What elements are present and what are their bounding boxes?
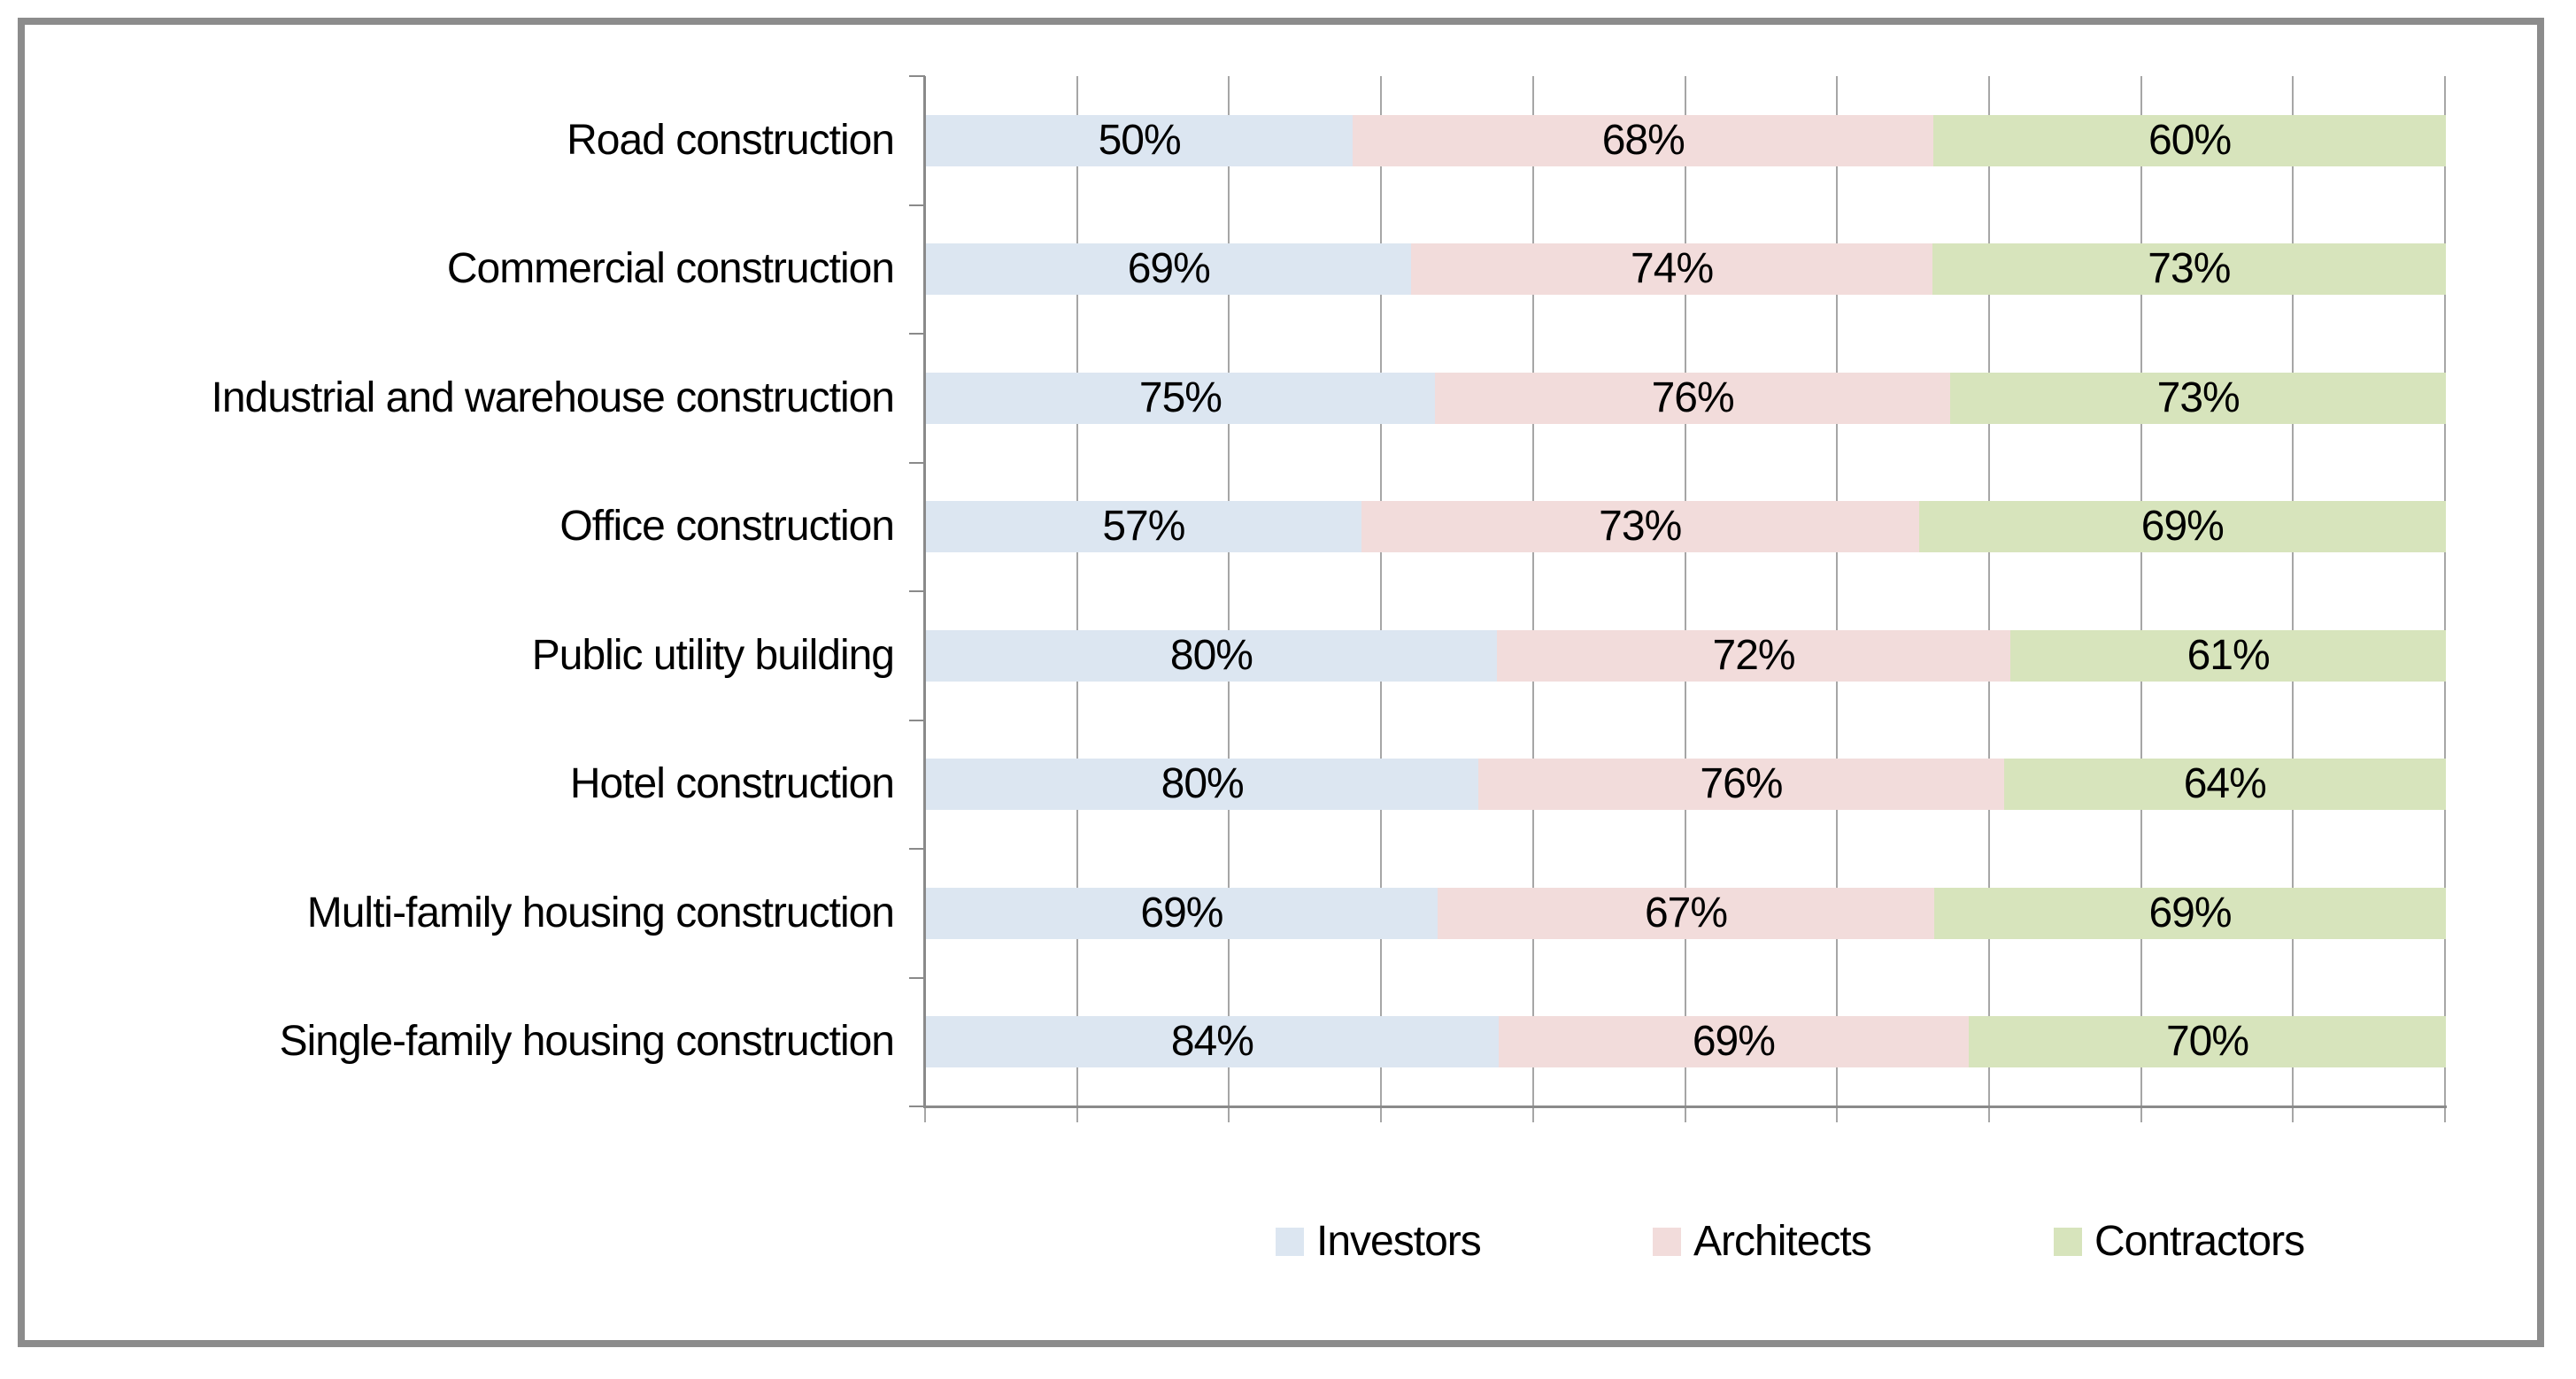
legend-swatch-architects <box>1653 1228 1681 1256</box>
bar-value-label: 76% <box>1651 374 1735 421</box>
bar-value-label: 57% <box>1102 503 1185 551</box>
bar-row: 69% 67% 69% <box>926 887 2446 939</box>
y-axis-tick <box>909 461 925 464</box>
bar-row: 57% 73% 69% <box>926 501 2446 553</box>
gridline <box>1380 76 1383 1122</box>
gridline <box>2292 76 2294 1122</box>
y-axis-tick <box>909 204 925 206</box>
bar-segment-contractors: 73% <box>1932 243 2446 296</box>
gridline <box>2140 76 2142 1122</box>
bar-segment-architects: 67% <box>1437 887 1935 939</box>
bar-segment-architects: 74% <box>1411 243 1932 296</box>
gridline <box>1684 76 1686 1122</box>
legend-label-architects: Architects <box>1693 1218 1872 1265</box>
bar-row: 84% 69% 70% <box>926 1016 2446 1068</box>
bar-segment-architects: 76% <box>1434 372 1951 424</box>
gridline <box>1531 76 1534 1122</box>
chart-border <box>18 18 2544 1347</box>
y-axis-tick <box>909 590 925 592</box>
bar-row: 80% 72% 61% <box>926 629 2446 682</box>
legend-label-contractors: Contractors <box>2094 1218 2305 1265</box>
category-label: Multi-family housing construction <box>306 889 895 936</box>
bar-value-label: 67% <box>1644 889 1728 936</box>
bar-value-label: 76% <box>1700 760 1783 808</box>
bar-segment-investors: 80% <box>926 759 1479 811</box>
gridline <box>1228 76 1230 1122</box>
category-label: Commercial construction <box>446 245 895 293</box>
bar-value-label: 74% <box>1631 245 1714 293</box>
bar-value-label: 50% <box>1098 116 1182 164</box>
bar-value-label: 75% <box>1138 374 1222 421</box>
bar-segment-architects: 69% <box>1498 1016 1970 1068</box>
category-label: Office construction <box>559 503 895 551</box>
y-axis-tick <box>909 976 925 979</box>
bar-segment-contractors: 69% <box>1918 501 2446 553</box>
bar-value-label: 80% <box>1161 760 1245 808</box>
gridline <box>1836 76 1839 1122</box>
bar-value-label: 80% <box>1169 631 1253 679</box>
bar-value-label: 69% <box>2148 889 2232 936</box>
bar-segment-contractors: 64% <box>2003 759 2446 811</box>
bar-value-label: 72% <box>1712 631 1796 679</box>
legend-swatch-investors <box>1276 1228 1304 1256</box>
legend-swatch-contractors <box>2054 1228 2082 1256</box>
bar-value-label: 69% <box>1692 1018 1776 1066</box>
bar-value-label: 73% <box>2156 374 2241 421</box>
category-label: Industrial and warehouse construction <box>211 374 895 421</box>
y-axis-tick <box>909 75 925 77</box>
bar-row: 50% 68% 60% <box>926 114 2446 166</box>
bar-segment-contractors: 61% <box>2010 629 2446 682</box>
bar-segment-contractors: 60% <box>1933 114 2446 166</box>
bar-value-label: 73% <box>2148 245 2231 293</box>
bar-row: 80% 76% 64% <box>926 759 2446 811</box>
bar-segment-contractors: 73% <box>1950 372 2446 424</box>
y-axis-tick <box>909 719 925 721</box>
y-axis-tick <box>909 848 925 850</box>
bar-value-label: 64% <box>2183 760 2267 808</box>
bar-value-label: 68% <box>1601 116 1685 164</box>
gridline <box>1987 76 1990 1122</box>
gridline <box>2444 76 2446 1122</box>
bar-row: 75% 76% 73% <box>926 372 2446 424</box>
gridline <box>1076 76 1078 1122</box>
y-axis-tick <box>909 1106 925 1107</box>
bar-segment-architects: 73% <box>1361 501 1919 553</box>
bar-value-label: 84% <box>1170 1018 1254 1066</box>
bar-value-label: 73% <box>1599 503 1682 551</box>
bar-segment-investors: 69% <box>926 887 1438 939</box>
x-axis-line <box>923 1106 2447 1108</box>
bar-segment-investors: 57% <box>926 501 1361 553</box>
y-axis-tick <box>909 333 925 335</box>
category-label: Single-family housing construction <box>279 1018 895 1066</box>
bar-value-label: 69% <box>2140 503 2225 551</box>
category-label: Road construction <box>567 116 895 164</box>
bar-segment-investors: 50% <box>926 114 1354 166</box>
bar-segment-investors: 84% <box>926 1016 1499 1068</box>
category-label: Public utility building <box>531 631 895 679</box>
bar-value-label: 60% <box>2148 116 2232 164</box>
bar-value-label: 70% <box>2165 1018 2249 1066</box>
bar-value-label: 69% <box>1127 245 1211 293</box>
bar-segment-architects: 76% <box>1478 759 2004 811</box>
bar-value-label: 61% <box>2187 631 2271 679</box>
bar-segment-contractors: 69% <box>1934 887 2446 939</box>
bar-segment-architects: 72% <box>1496 629 2011 682</box>
legend-label-investors: Investors <box>1316 1218 1482 1265</box>
bar-segment-investors: 80% <box>926 629 1497 682</box>
bar-value-label: 69% <box>1140 889 1223 936</box>
bar-segment-architects: 68% <box>1353 114 1934 166</box>
bar-row: 69% 74% 73% <box>926 243 2446 296</box>
y-axis-line <box>923 76 926 1108</box>
bar-segment-contractors: 70% <box>1969 1016 2446 1068</box>
bar-segment-investors: 69% <box>926 243 1412 296</box>
category-label: Hotel construction <box>569 760 895 808</box>
bar-segment-investors: 75% <box>926 372 1435 424</box>
